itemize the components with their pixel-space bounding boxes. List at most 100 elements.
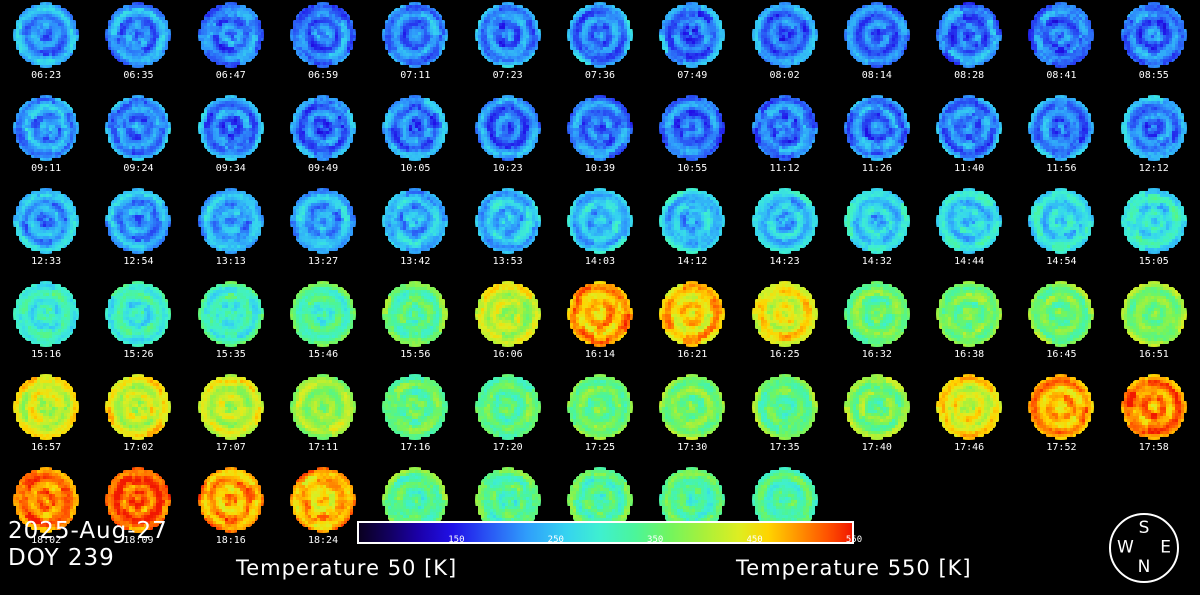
- solar-disk-panel[interactable]: 09:24: [92, 93, 184, 186]
- solar-disk-panel[interactable]: 07:36: [554, 0, 646, 93]
- solar-disk-panel[interactable]: 10:39: [554, 93, 646, 186]
- solar-disk-panel[interactable]: 17:35: [738, 372, 830, 465]
- solar-disk-canvas: [1120, 281, 1187, 347]
- solar-disk-panel[interactable]: 16:38: [923, 279, 1015, 372]
- solar-disk-panel[interactable]: 09:11: [0, 93, 92, 186]
- solar-disk-panel[interactable]: 16:45: [1015, 279, 1107, 372]
- solar-disk-panel[interactable]: 17:58: [1108, 372, 1200, 465]
- solar-disk-panel[interactable]: 16:51: [1108, 279, 1200, 372]
- solar-disk-panel[interactable]: 17:07: [185, 372, 277, 465]
- panel-timestamp: 06:59: [307, 70, 339, 81]
- solar-disk-panel[interactable]: 06:23: [0, 0, 92, 93]
- solar-disk-panel[interactable]: 11:40: [923, 93, 1015, 186]
- solar-disk-panel[interactable]: 07:23: [462, 0, 554, 93]
- panel-timestamp: 17:35: [769, 442, 800, 453]
- solar-disk-panel[interactable]: 16:57: [0, 372, 92, 465]
- solar-disk-canvas: [290, 281, 357, 347]
- panel-timestamp: 06:23: [31, 70, 62, 81]
- solar-disk-panel[interactable]: 14:32: [831, 186, 923, 279]
- solar-disk-panel[interactable]: 07:49: [646, 0, 738, 93]
- solar-disk-panel[interactable]: 15:05: [1108, 186, 1200, 279]
- solar-disk-image: [197, 374, 264, 440]
- solar-disk-panel[interactable]: 17:30: [646, 372, 738, 465]
- solar-disk-panel[interactable]: 09:34: [185, 93, 277, 186]
- solar-disk-panel[interactable]: 06:35: [92, 0, 184, 93]
- solar-disk-panel[interactable]: 15:35: [185, 279, 277, 372]
- solar-disk-panel[interactable]: 08:41: [1015, 0, 1107, 93]
- solar-disk-panel[interactable]: 18:02: [0, 465, 92, 558]
- disk-row: 09:11 09:24 09:34 09:49 10:05 10:23 10:39 10:55…: [0, 93, 1200, 186]
- panel-timestamp: 13:13: [215, 256, 246, 267]
- solar-disk-panel[interactable]: 08:02: [738, 0, 830, 93]
- panel-timestamp: 16:38: [954, 349, 985, 360]
- solar-disk-panel[interactable]: 14:54: [1015, 186, 1107, 279]
- compass-south-label: S: [1138, 518, 1150, 538]
- solar-disk-canvas: [105, 95, 172, 161]
- solar-disk-panel[interactable]: 11:56: [1015, 93, 1107, 186]
- solar-disk-panel[interactable]: 17:52: [1015, 372, 1107, 465]
- solar-disk-panel[interactable]: 06:47: [185, 0, 277, 93]
- solar-disk-panel[interactable]: 16:14: [554, 279, 646, 372]
- solar-disk-panel[interactable]: 13:27: [277, 186, 369, 279]
- solar-disk-panel[interactable]: 15:56: [369, 279, 461, 372]
- panel-timestamp: 18:16: [215, 535, 246, 546]
- solar-disk-panel[interactable]: 17:40: [831, 372, 923, 465]
- solar-disk-panel[interactable]: 16:06: [462, 279, 554, 372]
- solar-disk-panel[interactable]: 15:16: [0, 279, 92, 372]
- panel-timestamp: 09:24: [123, 163, 154, 174]
- solar-disk-panel[interactable]: 16:25: [738, 279, 830, 372]
- solar-disk-panel[interactable]: 13:53: [462, 186, 554, 279]
- panel-timestamp: 12:12: [1138, 163, 1169, 174]
- solar-disk-panel[interactable]: 17:20: [462, 372, 554, 465]
- solar-disk-panel[interactable]: 17:46: [923, 372, 1015, 465]
- solar-disk-image: [936, 281, 1003, 347]
- solar-disk-panel[interactable]: 18:09: [92, 465, 184, 558]
- solar-disk-panel[interactable]: 17:11: [277, 372, 369, 465]
- panel-timestamp: 16:45: [1046, 349, 1077, 360]
- solar-disk-panel[interactable]: 18:24: [277, 465, 369, 558]
- solar-disk-image: [566, 188, 633, 254]
- solar-disk-panel[interactable]: 10:55: [646, 93, 738, 186]
- solar-disk-panel[interactable]: 14:23: [738, 186, 830, 279]
- solar-disk-panel[interactable]: 08:28: [923, 0, 1015, 93]
- panel-timestamp: 07:11: [400, 70, 431, 81]
- solar-disk-panel[interactable]: [554, 465, 646, 558]
- panel-timestamp: 17:07: [215, 442, 246, 453]
- solar-disk-panel[interactable]: 11:12: [738, 93, 830, 186]
- solar-disk-panel[interactable]: 17:16: [369, 372, 461, 465]
- solar-disk-panel[interactable]: [462, 465, 554, 558]
- solar-disk-panel[interactable]: 13:42: [369, 186, 461, 279]
- solar-disk-panel[interactable]: 14:03: [554, 186, 646, 279]
- solar-disk-panel[interactable]: 17:02: [92, 372, 184, 465]
- solar-disk-panel[interactable]: 17:25: [554, 372, 646, 465]
- solar-disk-image: [1120, 188, 1187, 254]
- solar-disk-panel[interactable]: 12:54: [92, 186, 184, 279]
- solar-disk-panel[interactable]: 12:12: [1108, 93, 1200, 186]
- solar-disk-panel[interactable]: 16:32: [831, 279, 923, 372]
- solar-disk-panel[interactable]: 11:26: [831, 93, 923, 186]
- panel-timestamp: 09:34: [215, 163, 246, 174]
- solar-disk-canvas: [659, 2, 726, 68]
- solar-disk-canvas: [843, 2, 910, 68]
- solar-disk-panel[interactable]: 18:16: [185, 465, 277, 558]
- solar-disk-panel[interactable]: 15:26: [92, 279, 184, 372]
- panel-timestamp: 08:55: [1138, 70, 1169, 81]
- solar-disk-panel[interactable]: 09:49: [277, 93, 369, 186]
- panel-timestamp: 17:20: [492, 442, 523, 453]
- solar-disk-panel[interactable]: 06:59: [277, 0, 369, 93]
- solar-disk-panel[interactable]: 13:13: [185, 186, 277, 279]
- solar-disk-canvas: [843, 374, 910, 440]
- solar-disk-canvas: [474, 188, 541, 254]
- solar-disk-panel[interactable]: 10:05: [369, 93, 461, 186]
- solar-disk-panel[interactable]: 15:46: [277, 279, 369, 372]
- solar-disk-panel[interactable]: 10:23: [462, 93, 554, 186]
- solar-disk-panel[interactable]: 14:12: [646, 186, 738, 279]
- solar-disk-panel[interactable]: 14:44: [923, 186, 1015, 279]
- solar-disk-panel[interactable]: 08:14: [831, 0, 923, 93]
- solar-disk-panel[interactable]: 12:33: [0, 186, 92, 279]
- solar-disk-panel[interactable]: 07:11: [369, 0, 461, 93]
- solar-disk-image: [197, 467, 264, 533]
- solar-disk-panel[interactable]: 16:21: [646, 279, 738, 372]
- solar-disk-image: [13, 374, 80, 440]
- solar-disk-panel[interactable]: 08:55: [1108, 0, 1200, 93]
